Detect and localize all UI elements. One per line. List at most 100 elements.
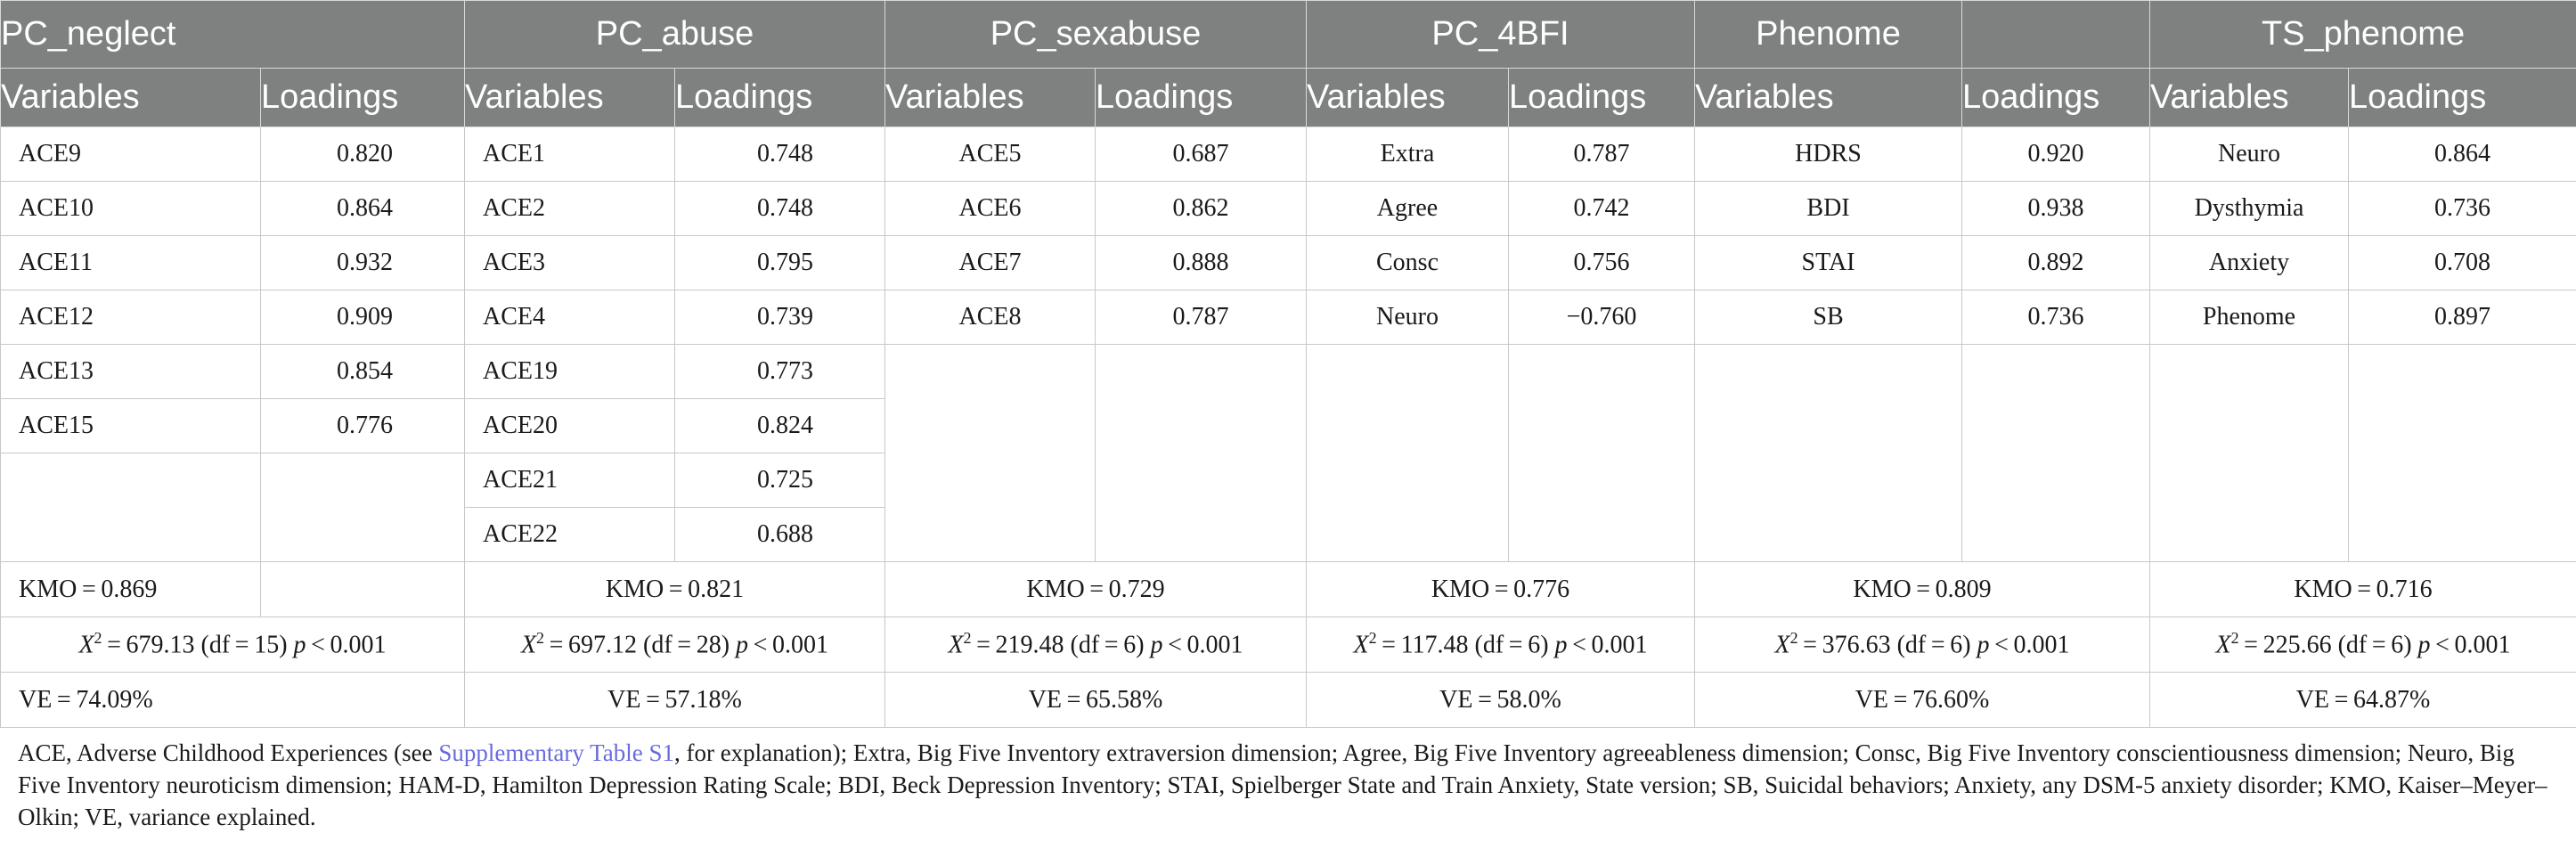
cell-loading: 0.748 xyxy=(674,181,885,236)
col-header-variables: Variables xyxy=(1694,68,1963,127)
ve-cell: VE = 57.18% xyxy=(464,672,885,728)
cell-variable: ACE5 xyxy=(884,127,1096,182)
empty-cell xyxy=(1507,344,1696,562)
ve-row: VE = 74.09% VE = 57.18% VE = 65.58% VE =… xyxy=(0,672,2576,728)
kmo-row: KMO = 0.869 KMO = 0.821 KMO = 0.729 KMO … xyxy=(0,561,2576,617)
cell-variable: ACE7 xyxy=(884,235,1096,290)
group-header-phenome-blank xyxy=(1961,0,2151,69)
cell-variable: ACE20 xyxy=(464,398,675,453)
cell-loading: 0.725 xyxy=(674,453,885,508)
cell-variable: ACE19 xyxy=(464,344,675,399)
empty-cell xyxy=(260,561,465,617)
kmo-cell: KMO = 0.869 xyxy=(0,561,261,617)
table-row: ACE10 0.864 ACE2 0.748 ACE6 0.862 Agree … xyxy=(0,181,2576,236)
chi-square-cell: X2 = 376.63 (df = 6) p < 0.001 xyxy=(1694,616,2151,673)
ve-cell: VE = 58.0% xyxy=(1305,672,1696,728)
cell-variable: ACE15 xyxy=(0,398,261,453)
cell-variable: Extra xyxy=(1306,127,1509,182)
cell-variable: ACE10 xyxy=(0,181,261,236)
cell-loading: 0.938 xyxy=(1961,181,2151,236)
empty-cell xyxy=(0,453,261,562)
footnote-text: , for explanation); Extra, Big Five Inve… xyxy=(18,739,2547,830)
empty-cell xyxy=(1694,344,1963,562)
empty-cell xyxy=(1306,344,1509,562)
chi-square-cell: X2 = 219.48 (df = 6) p < 0.001 xyxy=(884,616,1307,673)
cell-loading: 0.888 xyxy=(1095,235,1307,290)
cell-variable: ACE2 xyxy=(464,181,675,236)
cell-loading: 0.932 xyxy=(260,235,465,290)
cell-loading: 0.708 xyxy=(2348,235,2576,290)
cell-loading: 0.909 xyxy=(260,290,465,345)
footnote-text: ACE, Adverse Childhood Experiences (see xyxy=(18,739,439,766)
kmo-cell: KMO = 0.729 xyxy=(884,561,1307,617)
col-header-variables: Variables xyxy=(1306,68,1509,127)
cell-variable: Agree xyxy=(1306,181,1509,236)
cell-variable: STAI xyxy=(1694,235,1963,290)
col-header-loadings: Loadings xyxy=(1507,68,1696,127)
cell-loading: 0.736 xyxy=(1961,290,2151,345)
cell-variable: SB xyxy=(1694,290,1963,345)
ve-cell: VE = 74.09% xyxy=(0,672,465,728)
col-header-variables: Variables xyxy=(0,68,261,127)
empty-cell xyxy=(2348,344,2576,562)
cell-loading: 0.773 xyxy=(674,344,885,399)
col-header-variables: Variables xyxy=(464,68,675,127)
cell-loading: 0.862 xyxy=(1095,181,1307,236)
cell-variable: HDRS xyxy=(1694,127,1963,182)
group-header-phenome: Phenome xyxy=(1694,0,1963,69)
loadings-table: PC_neglect PC_abuse PC_sexabuse PC_4BFI … xyxy=(0,0,2576,728)
group-header-pc-sexabuse: PC_sexabuse xyxy=(884,0,1307,69)
cell-variable: Phenome xyxy=(2149,290,2350,345)
cell-loading: 0.742 xyxy=(1507,181,1696,236)
table-footnote: ACE, Adverse Childhood Experiences (see … xyxy=(18,737,2556,833)
cell-loading: −0.760 xyxy=(1507,290,1696,345)
ve-cell: VE = 65.58% xyxy=(884,672,1307,728)
cell-variable: ACE13 xyxy=(0,344,261,399)
cell-variable: ACE1 xyxy=(464,127,675,182)
cell-variable: Dysthymia xyxy=(2149,181,2350,236)
cell-loading: 0.739 xyxy=(674,290,885,345)
cell-variable: ACE6 xyxy=(884,181,1096,236)
cell-variable: ACE3 xyxy=(464,235,675,290)
cell-loading: 0.688 xyxy=(674,507,885,562)
chi-square-cell: X2 = 679.13 (df = 15) p < 0.001 xyxy=(0,616,465,673)
cell-variable: ACE22 xyxy=(464,507,675,562)
cell-loading: 0.920 xyxy=(1961,127,2151,182)
group-header-pc-abuse: PC_abuse xyxy=(464,0,885,69)
col-header-variables: Variables xyxy=(2149,68,2350,127)
cell-loading: 0.864 xyxy=(260,181,465,236)
kmo-cell: KMO = 0.809 xyxy=(1694,561,2151,617)
ve-cell: VE = 76.60% xyxy=(1694,672,2151,728)
cell-loading: 0.787 xyxy=(1507,127,1696,182)
empty-cell xyxy=(260,453,465,562)
cell-loading: 0.820 xyxy=(260,127,465,182)
cell-loading: 0.854 xyxy=(260,344,465,399)
cell-variable: Neuro xyxy=(1306,290,1509,345)
cell-loading: 0.795 xyxy=(674,235,885,290)
kmo-cell: KMO = 0.716 xyxy=(2149,561,2576,617)
cell-loading: 0.787 xyxy=(1095,290,1307,345)
cell-loading: 0.776 xyxy=(260,398,465,453)
chi-square-cell: X2 = 697.12 (df = 28) p < 0.001 xyxy=(464,616,885,673)
cell-loading: 0.824 xyxy=(674,398,885,453)
group-header-pc-neglect: PC_neglect xyxy=(0,0,465,69)
cell-variable: ACE11 xyxy=(0,235,261,290)
ve-cell: VE = 64.87% xyxy=(2149,672,2576,728)
empty-cell xyxy=(1095,344,1307,562)
col-header-loadings: Loadings xyxy=(2348,68,2576,127)
cell-variable: Consc xyxy=(1306,235,1509,290)
chi-square-cell: X2 = 117.48 (df = 6) p < 0.001 xyxy=(1305,616,1696,673)
cell-variable: Neuro xyxy=(2149,127,2350,182)
group-header-ts-phenome: TS_phenome xyxy=(2149,0,2576,69)
kmo-cell: KMO = 0.821 xyxy=(464,561,885,617)
supplementary-table-link[interactable]: Supplementary Table S1 xyxy=(438,739,674,766)
col-header-variables: Variables xyxy=(884,68,1096,127)
kmo-cell: KMO = 0.776 xyxy=(1305,561,1696,617)
col-header-loadings: Loadings xyxy=(1961,68,2151,127)
cell-variable: ACE4 xyxy=(464,290,675,345)
cell-variable: ACE21 xyxy=(464,453,675,508)
cell-loading: 0.687 xyxy=(1095,127,1307,182)
cell-loading: 0.736 xyxy=(2348,181,2576,236)
cell-loading: 0.756 xyxy=(1507,235,1696,290)
cell-variable: BDI xyxy=(1694,181,1963,236)
